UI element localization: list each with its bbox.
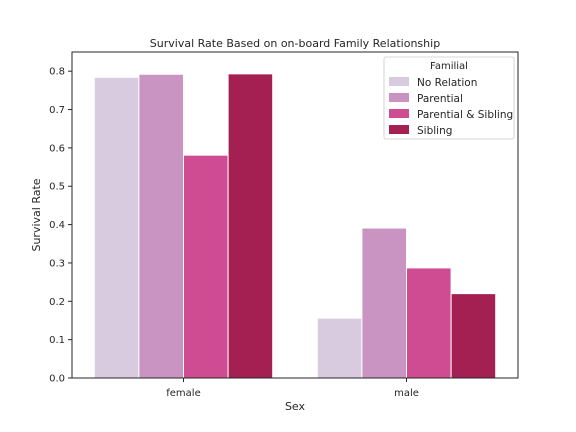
bar-parential-female (138, 73, 184, 379)
bar-no-relation-female (93, 76, 140, 379)
y-axis-ticks: 0.0 0.1 0.2 0.3 0.4 0.5 0.6 0.7 0.8 (49, 67, 72, 385)
bar-parential-sibling-female (183, 154, 229, 379)
y-tick-label: 0.6 (49, 143, 65, 154)
y-tick-label: 0.4 (49, 220, 65, 231)
x-tick-label-female: female (166, 388, 200, 399)
y-tick-label: 0.0 (49, 374, 65, 385)
bar-parential-male (361, 227, 407, 379)
x-tick-label-male: male (394, 388, 419, 399)
legend-label-parential: Parential (417, 93, 463, 105)
y-tick-label: 0.2 (49, 297, 65, 308)
y-tick-label: 0.7 (49, 105, 65, 116)
chart-title: Survival Rate Based on on-board Family R… (150, 37, 440, 50)
y-tick-label: 0.1 (49, 335, 65, 346)
legend-label-no-relation: No Relation (417, 77, 477, 89)
y-tick-label: 0.8 (49, 67, 65, 78)
bar-parential-sibling-male (406, 267, 452, 379)
legend-items: No Relation Parential Parential & Sibling S… (389, 77, 513, 137)
plot-frame (71, 51, 519, 379)
y-tick-label: 0.5 (49, 182, 65, 193)
y-axis-label: Survival Rate (30, 178, 43, 251)
legend: Familial No Relation Parential Parential &… (383, 56, 515, 140)
legend-swatch-parential (389, 93, 409, 102)
legend-swatch-sibling (389, 125, 409, 134)
legend-label-sibling: Sibling (417, 125, 452, 137)
y-tick-label: 0.3 (49, 258, 65, 269)
legend-swatch-no-relation (389, 77, 409, 86)
bar-no-relation-male (316, 317, 363, 379)
bar-sibling-male (450, 293, 497, 379)
legend-label-parential-sibling: Parential & Sibling (417, 109, 513, 121)
legend-box (383, 56, 515, 140)
bar-sibling-female (227, 73, 274, 379)
x-axis-ticks: female male (166, 378, 419, 399)
x-axis-label: Sex (285, 400, 306, 413)
legend-title: Familial (430, 61, 468, 72)
bars-group (93, 73, 497, 379)
legend-swatch-parential-sibling (389, 109, 409, 118)
